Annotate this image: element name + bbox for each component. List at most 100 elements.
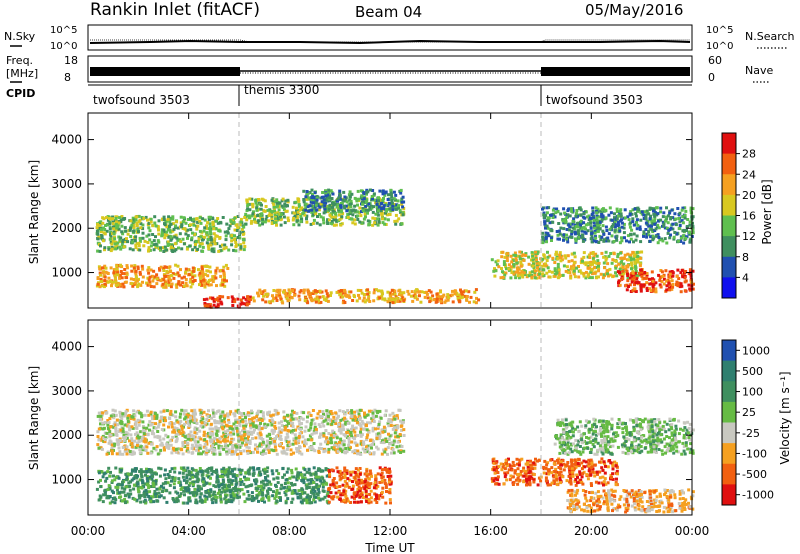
data-cell <box>597 269 600 273</box>
data-cell <box>340 202 343 205</box>
data-cell <box>369 443 373 447</box>
data-cell <box>309 473 313 477</box>
data-cell <box>298 445 301 449</box>
data-cell <box>386 204 390 207</box>
data-cell <box>273 421 277 425</box>
data-cell <box>607 273 611 277</box>
data-cell <box>160 217 164 221</box>
data-cell <box>589 251 593 255</box>
data-cell <box>140 439 144 443</box>
data-cell <box>655 234 659 238</box>
data-cell <box>584 231 588 235</box>
data-cell <box>240 443 244 447</box>
data-cell <box>142 446 146 450</box>
data-cell <box>593 271 597 275</box>
data-cell <box>298 298 302 302</box>
data-cell <box>256 291 259 295</box>
data-cell <box>268 437 272 441</box>
data-cell <box>231 297 235 301</box>
data-cell <box>579 213 583 217</box>
nave-tick-low: 0 <box>708 71 715 84</box>
data-cell <box>167 235 171 239</box>
data-cell <box>273 445 277 449</box>
data-cell <box>255 419 259 423</box>
data-cell <box>305 420 309 424</box>
data-cell <box>114 215 118 219</box>
data-cell <box>233 228 237 232</box>
data-cell <box>176 226 180 230</box>
data-cell <box>96 276 100 280</box>
data-cell <box>139 226 143 230</box>
data-cell <box>239 450 243 453</box>
data-cell <box>214 276 218 280</box>
data-cell <box>155 445 159 449</box>
data-cell <box>137 436 141 440</box>
data-cell <box>205 241 209 245</box>
data-cell <box>683 276 687 280</box>
data-cell <box>584 223 588 227</box>
data-cell <box>648 239 652 243</box>
data-cell <box>227 420 231 424</box>
data-cell <box>362 217 366 221</box>
data-cell <box>338 293 342 297</box>
data-cell <box>250 411 254 415</box>
data-cell <box>271 294 274 298</box>
data-cell <box>318 435 321 439</box>
data-cell <box>360 221 364 225</box>
data-cell <box>137 440 141 444</box>
data-cell <box>168 439 172 443</box>
data-cell <box>284 204 288 208</box>
data-cell <box>429 296 433 300</box>
data-cell <box>203 285 207 289</box>
data-cell <box>623 236 626 240</box>
data-cell <box>230 236 234 240</box>
data-cell <box>364 413 368 417</box>
data-cell <box>281 197 285 201</box>
data-cell <box>584 261 588 265</box>
data-cell <box>634 212 638 216</box>
data-cell <box>99 446 103 450</box>
data-cell <box>630 261 633 265</box>
data-cell <box>651 285 655 289</box>
data-cell <box>277 421 281 425</box>
data-cell <box>213 490 216 494</box>
data-cell <box>130 445 134 449</box>
data-cell <box>229 410 233 414</box>
data-cell <box>687 283 691 287</box>
data-cell <box>96 227 100 231</box>
data-cell <box>546 233 549 237</box>
data-cell <box>473 290 477 294</box>
data-cell <box>667 275 671 279</box>
data-cell <box>197 273 201 277</box>
data-cell <box>170 282 174 286</box>
nsearch-tick-high: 10^5 <box>706 25 733 36</box>
data-cell <box>330 446 334 450</box>
data-cell <box>666 214 670 218</box>
data-cell <box>104 436 108 440</box>
data-cell <box>179 412 182 416</box>
data-cell <box>243 430 247 434</box>
data-cell <box>197 444 201 448</box>
data-cell <box>613 222 617 226</box>
data-cell <box>234 486 237 489</box>
data-cell <box>633 287 637 291</box>
data-cell <box>273 200 277 204</box>
data-cell <box>109 235 113 239</box>
data-cell <box>368 421 372 425</box>
data-cell <box>232 248 236 252</box>
data-cell <box>165 230 169 234</box>
data-cell <box>110 240 114 244</box>
data-cell <box>644 221 648 225</box>
data-cell <box>627 285 630 288</box>
data-cell <box>344 451 348 455</box>
data-cell <box>626 274 630 277</box>
data-cell <box>558 237 561 241</box>
data-cell <box>192 269 196 273</box>
data-cell <box>664 215 668 219</box>
data-cell <box>634 270 638 273</box>
data-cell <box>295 411 299 415</box>
data-cell <box>261 290 265 294</box>
data-cell <box>387 432 390 436</box>
data-cell <box>580 221 584 225</box>
data-cell <box>372 291 376 295</box>
